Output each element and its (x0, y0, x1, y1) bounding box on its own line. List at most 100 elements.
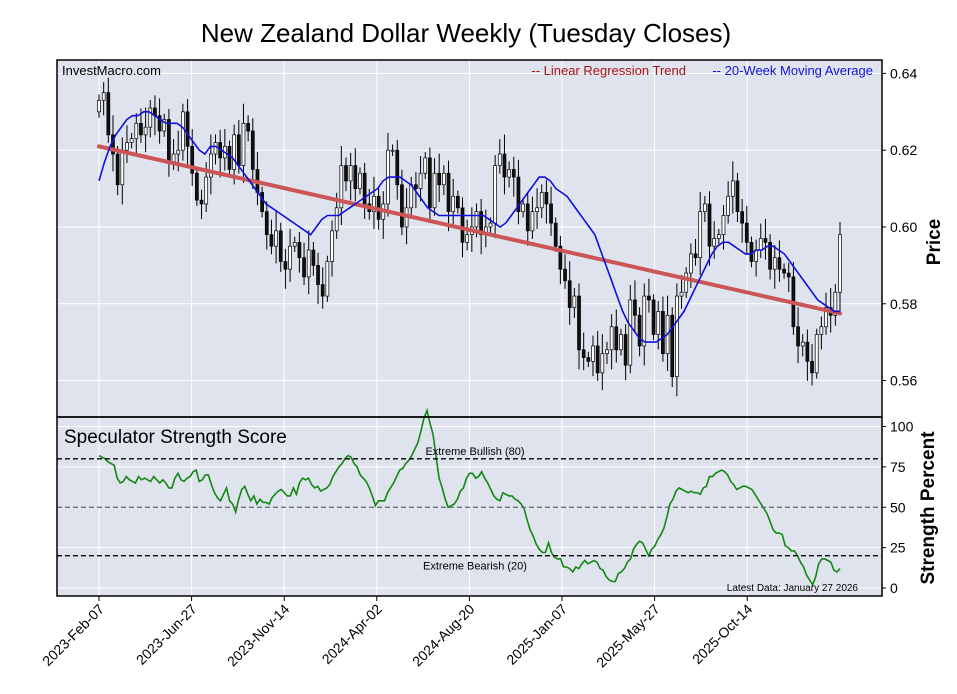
x-tick-label: 2025-May-27 (593, 601, 663, 671)
candle-body (525, 203, 530, 232)
candle-body (278, 230, 283, 262)
candle-body (716, 234, 721, 239)
candle-body (591, 345, 595, 362)
candle-body (502, 153, 507, 178)
candle-body (400, 184, 404, 228)
candle-body (479, 211, 484, 236)
candle-body (423, 157, 428, 174)
candle-body (106, 92, 111, 136)
candle-body (772, 257, 777, 270)
candle-body (814, 334, 819, 374)
candle-body (195, 172, 199, 201)
candle-body (838, 234, 842, 293)
candle-body (330, 230, 334, 262)
regression-trend-line (97, 144, 842, 316)
candle-body (744, 222, 749, 243)
candle-body (390, 149, 395, 152)
strength-axis-title: Strength Percent (918, 431, 939, 585)
candle-body (740, 211, 744, 224)
candle-body (511, 169, 516, 178)
candle-body (628, 299, 633, 366)
candle-body (148, 107, 153, 128)
candle-body (362, 172, 367, 205)
candle-body (577, 295, 581, 351)
candle-body (609, 326, 614, 351)
candle-body (181, 111, 185, 151)
candle-body (567, 280, 572, 308)
x-tick-label: 2025-Jan-07 (503, 601, 570, 668)
price-tick-label: 0.64 (890, 65, 917, 81)
candle-body (768, 241, 772, 270)
candle-body (241, 122, 246, 166)
candle-body (97, 99, 101, 113)
candle-body (232, 134, 237, 170)
candle-body (236, 134, 241, 166)
candle-body (428, 157, 432, 209)
bullish-label: Extreme Bullish (80) (425, 446, 524, 458)
latest-data-label: Latest Data: January 27 2026 (727, 583, 859, 594)
x-tick-label: 2024-Aug-20 (409, 601, 478, 670)
candle-body (339, 165, 344, 209)
candle-body (572, 295, 577, 308)
x-tick-label: 2023-Jun-27 (133, 601, 200, 668)
candle-body (819, 326, 824, 335)
candle-body (264, 211, 269, 236)
candle-body (651, 299, 656, 335)
candle-body (726, 195, 731, 216)
candle-body (623, 334, 628, 366)
candle-body (581, 349, 586, 358)
candle-body (334, 207, 339, 232)
candle-body (372, 195, 376, 212)
price-tick-label: 0.58 (890, 296, 917, 312)
candle-body (437, 172, 442, 186)
candle-body (633, 299, 637, 316)
candle-body (325, 261, 330, 297)
candle-body (539, 192, 544, 209)
price-tick-label: 0.60 (890, 219, 917, 235)
candle-body (647, 295, 651, 301)
candle-body (283, 261, 288, 270)
legend-moving-average: -- 20-Week Moving Average (712, 63, 873, 78)
candle-body (656, 311, 661, 335)
candle-body (297, 241, 302, 259)
candle-body (115, 153, 120, 186)
strength-tick-label: 50 (890, 499, 906, 515)
candle-body (246, 122, 250, 132)
candle-body (535, 207, 539, 212)
candle-body (460, 207, 465, 243)
candle-body (689, 253, 693, 274)
candle-body (549, 203, 553, 224)
candle-body (143, 126, 148, 136)
candle-body (642, 295, 647, 347)
candle-body (129, 138, 134, 143)
candle-body (190, 146, 195, 174)
x-tick-label: 2023-Feb-07 (39, 601, 107, 669)
x-tick-label: 2024-Apr-02 (319, 601, 385, 667)
candle-body (260, 192, 264, 212)
candle-body (446, 172, 451, 212)
candle-body (120, 149, 125, 186)
strength-tick-label: 0 (890, 580, 898, 596)
moving-average-line (98, 111, 840, 343)
candle-body (348, 165, 353, 182)
candle-body (530, 211, 535, 232)
price-tick-label: 0.56 (890, 373, 917, 389)
x-tick-label: 2025-Oct-14 (689, 601, 755, 667)
candle-body (167, 119, 171, 163)
candle-body (465, 234, 470, 243)
candle-body (507, 169, 511, 178)
candle-body (269, 234, 274, 247)
candle-body (563, 268, 567, 282)
candle-body (698, 211, 703, 259)
candle-body (558, 245, 563, 270)
bearish-label: Extreme Bearish (20) (423, 561, 527, 573)
candle-body (311, 249, 316, 266)
candle-body (250, 130, 255, 170)
candle-body (414, 184, 418, 189)
price-axis-title: Price (924, 219, 945, 265)
candle-body (316, 265, 320, 285)
legend-trend: -- Linear Regression Trend (531, 63, 686, 78)
candle-body (358, 172, 362, 189)
candle-body (274, 230, 278, 247)
